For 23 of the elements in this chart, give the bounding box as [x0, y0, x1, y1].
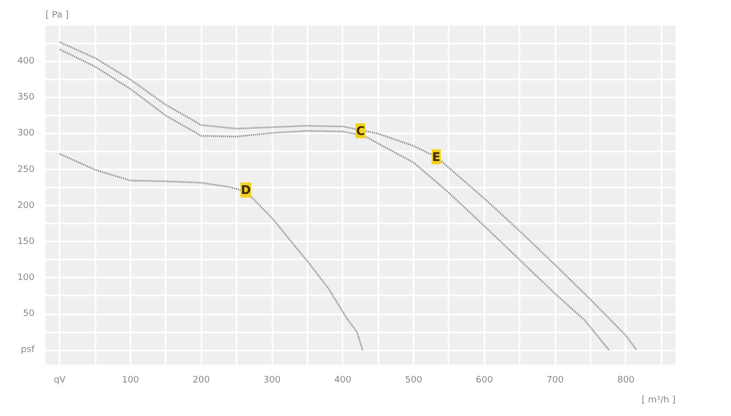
annotation: D	[240, 182, 251, 197]
y-tick-label: 350	[17, 92, 35, 103]
x-tick-label: 600	[476, 376, 494, 386]
y-tick-label: 150	[17, 236, 35, 247]
x-axis-title: [ m³/h ]	[642, 396, 676, 406]
y-tick-label: 250	[17, 164, 35, 175]
annotation: C	[356, 124, 366, 138]
x-tick-label: qV	[54, 376, 66, 386]
x-tick-label: 300	[263, 376, 281, 386]
y-tick-label: 300	[17, 128, 35, 139]
y-tick-label: 200	[17, 200, 35, 211]
y-tick-label: 400	[17, 56, 35, 67]
y-axis-title: [ Pa ]	[46, 10, 69, 20]
y-tick-label: 100	[17, 272, 35, 283]
x-tick-label: 200	[192, 376, 210, 386]
line-series	[58, 153, 364, 351]
y-tick-label: psf	[20, 345, 36, 356]
x-tick-label: 800	[617, 376, 635, 386]
y-tick-label: 50	[23, 309, 35, 320]
x-tick-label: 500	[405, 376, 422, 386]
x-tick-label: 400	[334, 376, 352, 386]
x-tick-label: 100	[122, 376, 140, 386]
x-tick-label: 700	[546, 376, 564, 386]
